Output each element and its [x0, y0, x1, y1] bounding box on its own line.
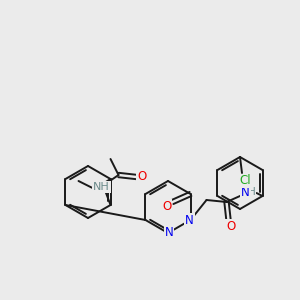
Text: N: N: [185, 214, 194, 226]
Text: O: O: [162, 200, 171, 212]
Text: N: N: [241, 185, 250, 199]
Text: O: O: [137, 170, 146, 184]
Text: NH: NH: [93, 182, 110, 192]
Text: H: H: [248, 187, 255, 197]
Text: O: O: [226, 220, 235, 232]
Text: Cl: Cl: [239, 175, 251, 188]
Text: N: N: [165, 226, 173, 238]
